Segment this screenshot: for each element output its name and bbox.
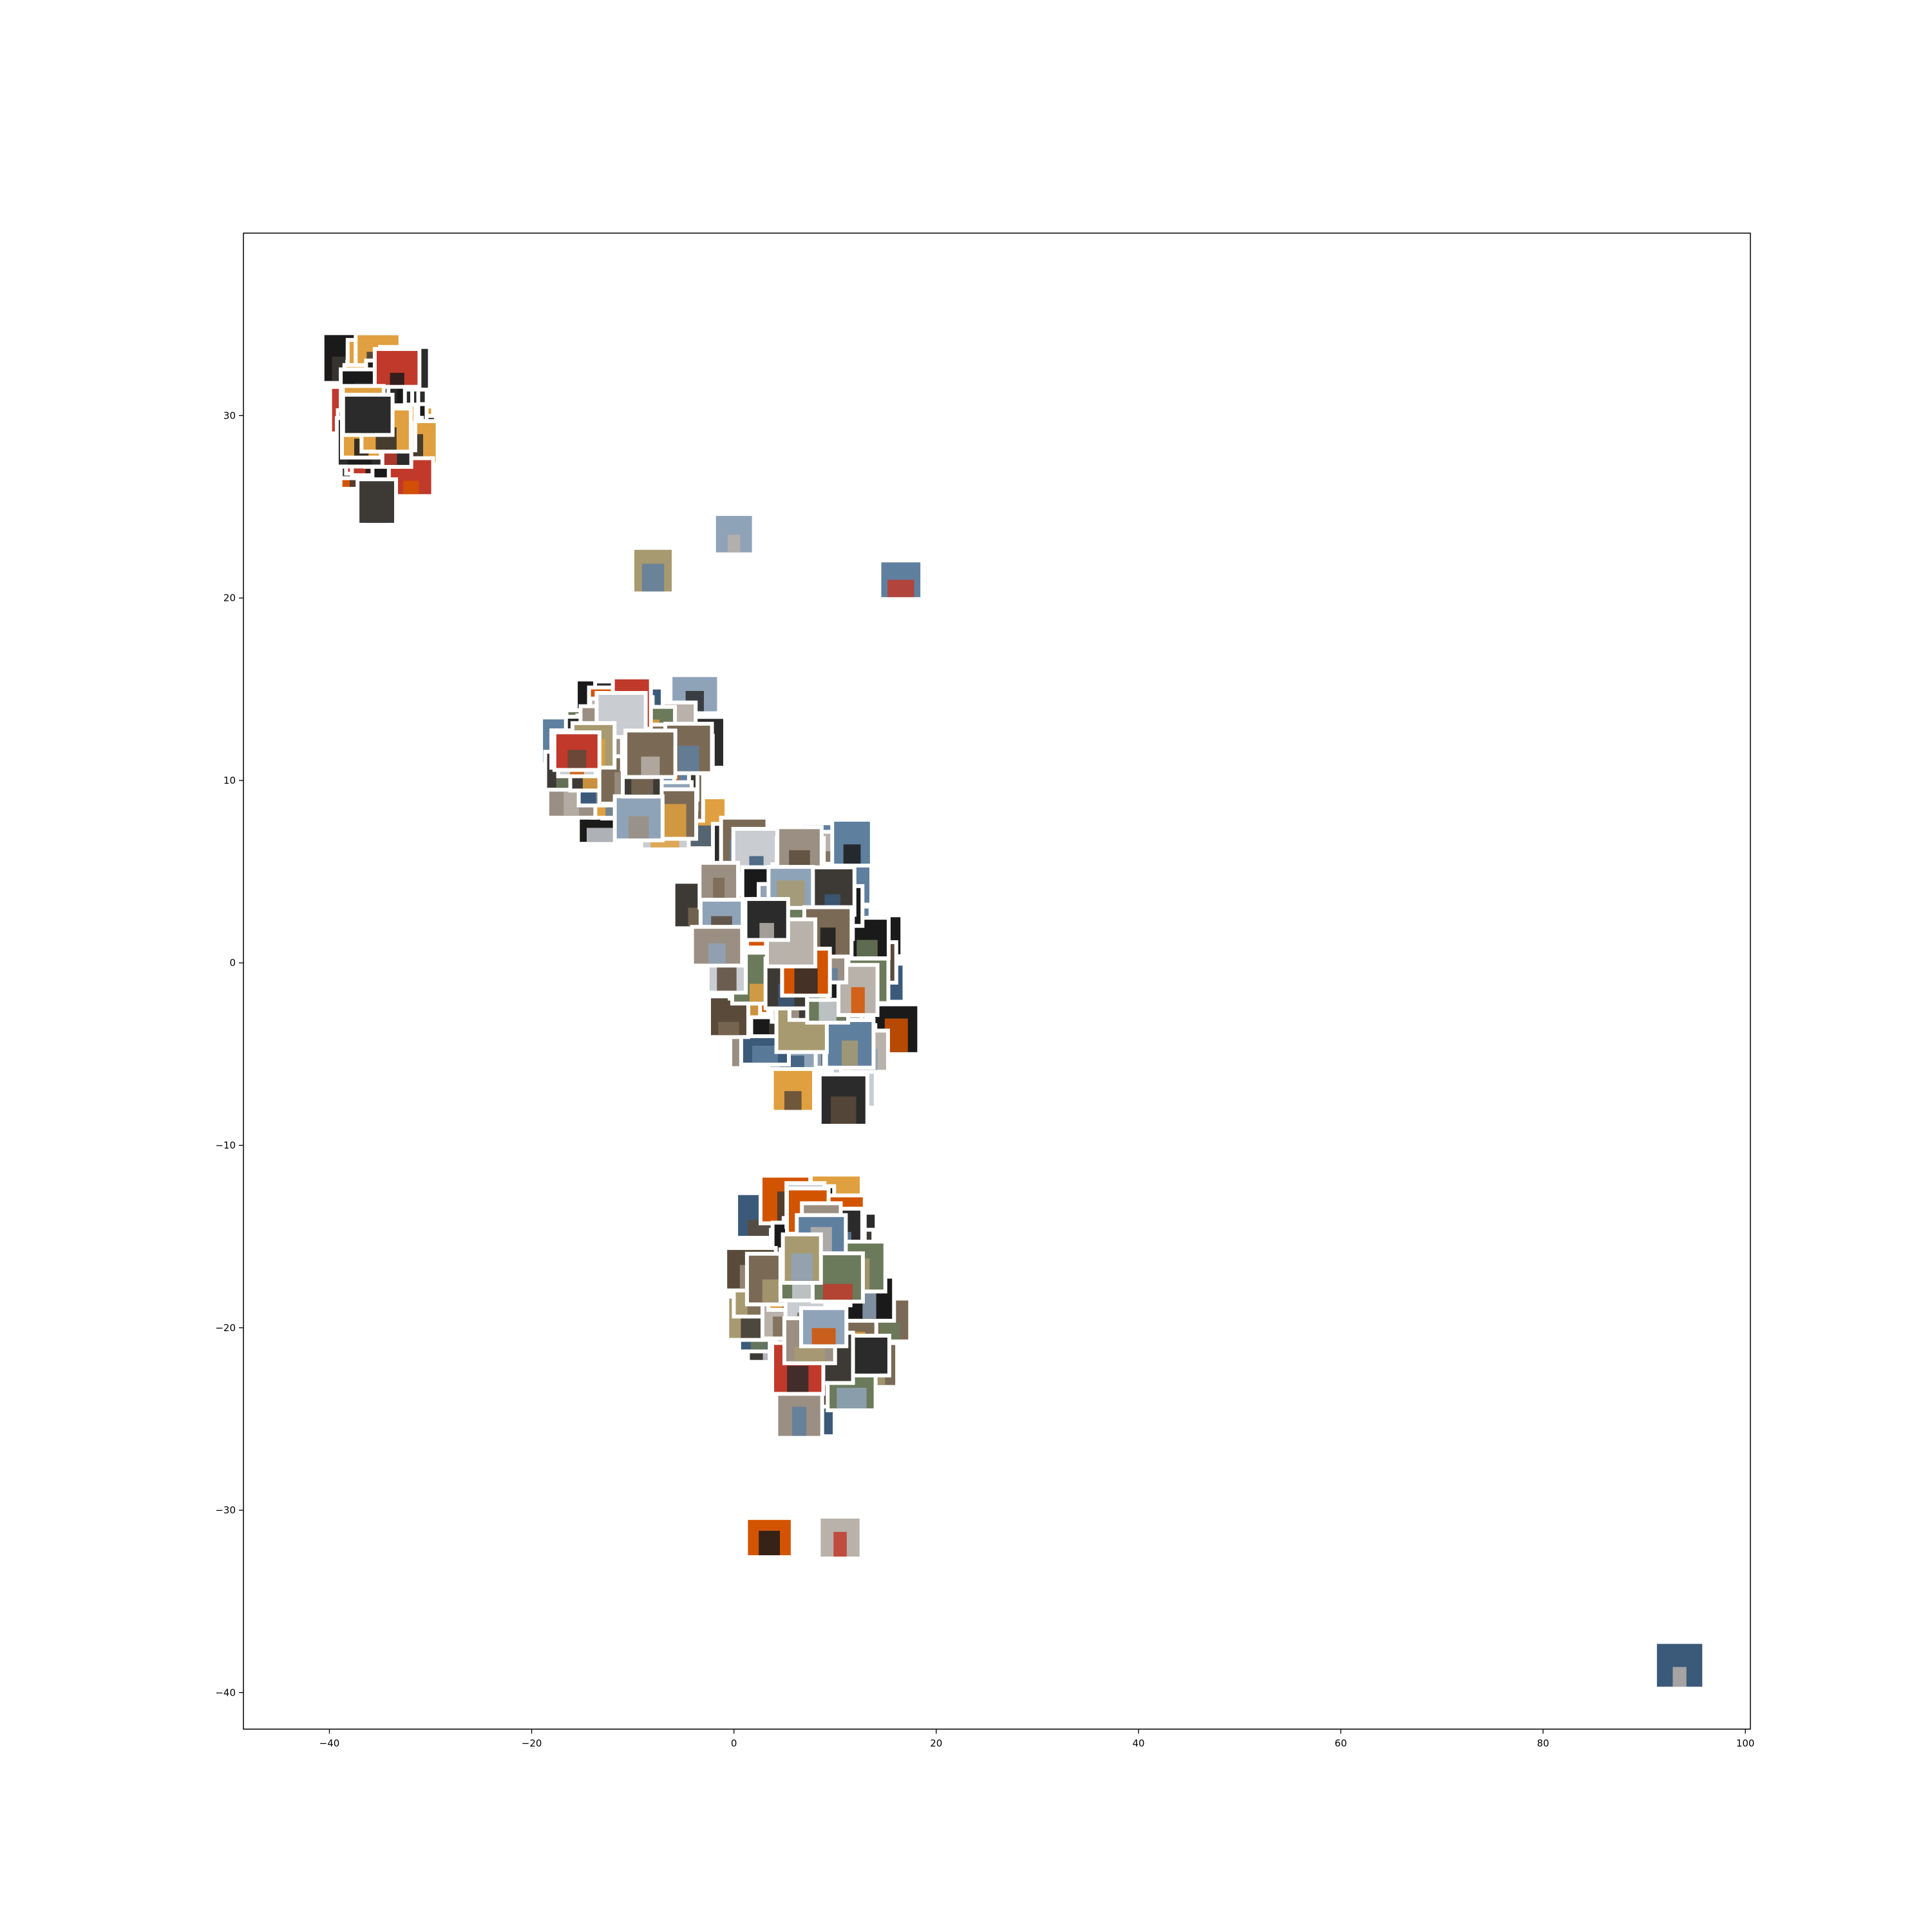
image-thumbnail-marker bbox=[877, 558, 925, 601]
image-thumbnail-marker bbox=[612, 794, 665, 842]
x-tick-label: 0 bbox=[731, 1738, 737, 1749]
x-tick-label: 20 bbox=[930, 1738, 942, 1749]
image-thumbnail-marker bbox=[766, 865, 815, 910]
y-tick-label: 30 bbox=[223, 410, 236, 421]
image-thumbnail-marker bbox=[774, 1388, 824, 1440]
image-thumbnail-marker bbox=[743, 896, 790, 942]
y-axis: 30 20 10 0 −10 −20 −30 −40 bbox=[215, 410, 243, 1698]
x-axis: −40 −20 0 20 40 60 80 100 bbox=[319, 1729, 1755, 1749]
image-thumbnail-marker bbox=[690, 925, 744, 968]
image-thumbnail-marker bbox=[824, 1018, 876, 1070]
y-tick-label: 10 bbox=[223, 775, 236, 786]
image-thumbnail-marker bbox=[552, 730, 601, 772]
y-tick-label: −10 bbox=[215, 1139, 236, 1151]
image-thumbnail-marker bbox=[372, 346, 422, 389]
x-tick-label: 40 bbox=[1132, 1738, 1144, 1749]
x-tick-label: −20 bbox=[522, 1738, 542, 1749]
x-tick-label: 60 bbox=[1334, 1738, 1347, 1749]
image-thumbnail-marker bbox=[1653, 1640, 1707, 1691]
y-tick-label: 0 bbox=[229, 957, 236, 969]
x-tick-label: −40 bbox=[319, 1738, 340, 1749]
plot-frame bbox=[243, 232, 1751, 1730]
y-tick-label: −30 bbox=[215, 1504, 236, 1516]
image-thumbnail-marker bbox=[712, 512, 756, 556]
y-tick-label: −40 bbox=[215, 1687, 236, 1698]
image-thumbnail-marker bbox=[770, 1066, 817, 1114]
image-thumbnail-marker bbox=[830, 817, 874, 868]
marker-layer bbox=[320, 327, 1707, 1691]
image-thumbnail-marker bbox=[341, 392, 395, 437]
image-thumbnail-marker bbox=[630, 545, 676, 596]
image-thumbnail-marker bbox=[817, 1072, 869, 1128]
image-thumbnail-marker bbox=[744, 1516, 795, 1559]
image-thumbnail-marker bbox=[817, 1515, 864, 1561]
x-tick-label: 100 bbox=[1736, 1738, 1755, 1749]
image-thumbnail-marker bbox=[781, 1232, 823, 1285]
image-thumbnail-marker bbox=[623, 728, 677, 779]
image-thumbnail-marker bbox=[810, 1251, 865, 1304]
image-thumbnail-marker bbox=[799, 1306, 849, 1349]
image-thumbnail-marker bbox=[774, 1004, 829, 1054]
y-tick-label: 20 bbox=[223, 592, 236, 604]
x-tick-label: 80 bbox=[1537, 1738, 1549, 1749]
image-thumbnail-marker bbox=[355, 477, 399, 527]
y-tick-label: −20 bbox=[215, 1322, 236, 1334]
